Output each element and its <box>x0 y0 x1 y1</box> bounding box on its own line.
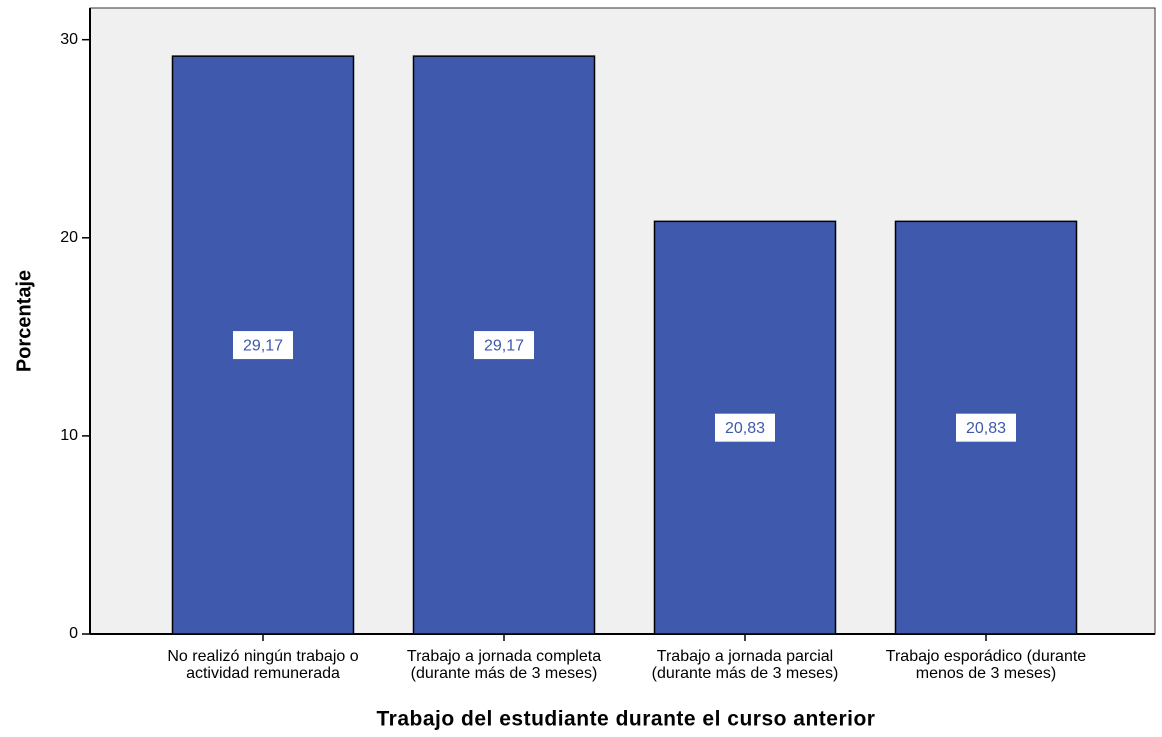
y-tick-label: 10 <box>60 427 78 444</box>
x-tick-label: Trabajo a jornada parcial (durante más d… <box>651 648 839 682</box>
x-axis-title: Trabajo del estudiante durante el curso … <box>377 708 876 731</box>
value-label: 20,83 <box>725 420 765 437</box>
x-tick-label: No realizó ningún trabajo o actividad re… <box>167 648 359 682</box>
y-tick-label: 30 <box>60 31 78 48</box>
value-label: 20,83 <box>966 420 1006 437</box>
y-axis-title: Porcentaje <box>13 270 35 372</box>
value-label-box <box>956 413 1016 442</box>
value-label: 29,17 <box>484 337 524 354</box>
x-tick-label: Trabajo a jornada completa (durante más … <box>406 648 602 682</box>
value-label-box <box>715 413 775 442</box>
y-tick-label: 20 <box>60 229 78 246</box>
x-tick-label: Trabajo esporádico (durante menos de 3 m… <box>885 648 1087 682</box>
value-label-box <box>233 331 293 360</box>
value-label-box <box>474 331 534 360</box>
y-tick-label: 0 <box>69 625 78 642</box>
value-label: 29,17 <box>243 337 283 354</box>
